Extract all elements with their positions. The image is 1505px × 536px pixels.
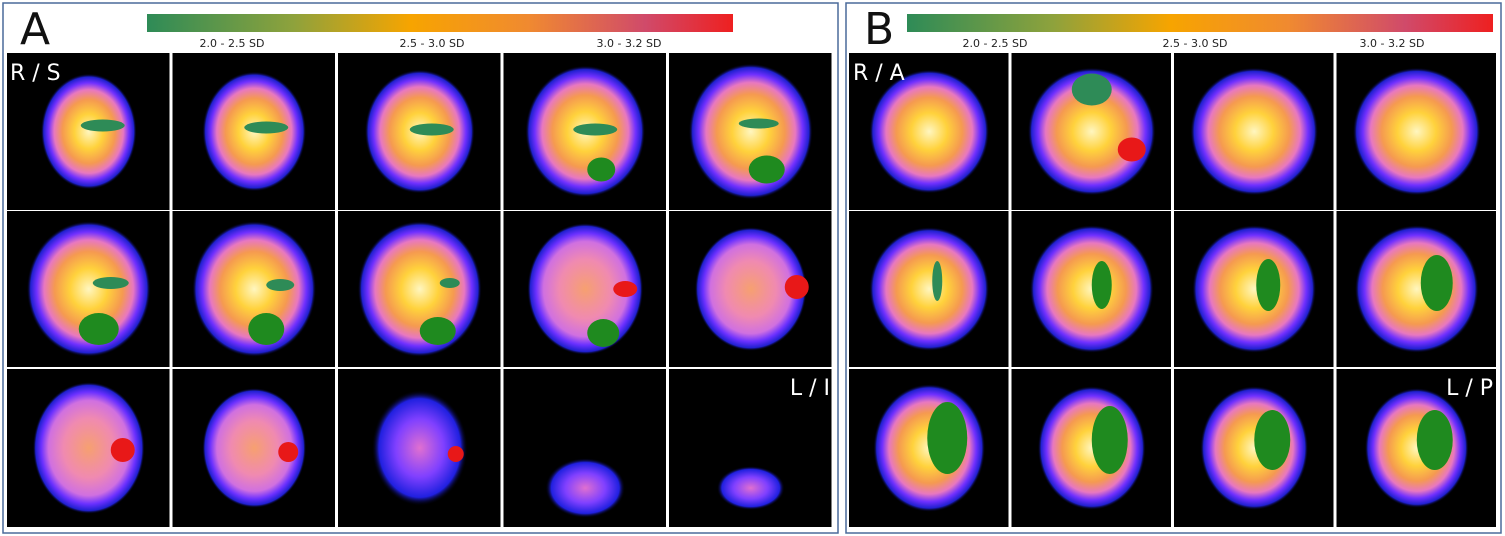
lesion: [613, 281, 638, 297]
brain-slice: [26, 221, 151, 357]
brain-slice: [1192, 225, 1317, 353]
colorbar: [907, 14, 1493, 32]
lesion: [1071, 73, 1112, 106]
lesion: [1254, 410, 1291, 470]
legend-label: 3.0 - 3.2 SD: [597, 37, 662, 50]
legend-label: 2.0 - 2.5 SD: [200, 37, 265, 50]
brain-slice: [357, 221, 482, 357]
lesion: [439, 278, 460, 288]
lesion: [92, 277, 129, 289]
brain-slice: [192, 221, 317, 357]
lesion: [409, 123, 454, 136]
lesion: [266, 279, 295, 291]
corner-label: R / S: [10, 61, 61, 86]
lesion: [587, 319, 620, 347]
lesion: [932, 261, 943, 301]
lesion: [748, 155, 785, 184]
brain-slice: [545, 458, 626, 518]
brain-slice: [1190, 67, 1319, 196]
orientation-labels: R / S L / I R / A L / P: [10, 61, 1493, 401]
brain-slice: [1200, 386, 1309, 510]
lesion: [1420, 255, 1453, 311]
brain-slice: [1354, 225, 1479, 353]
lesion: [248, 313, 285, 345]
brain-slice: [1352, 67, 1481, 196]
lesion: [78, 313, 119, 345]
corner-label: R / A: [853, 61, 905, 86]
lesion: [573, 123, 618, 136]
lesion: [80, 119, 125, 132]
panel-frame: [2, 2, 839, 534]
lesion: [927, 402, 968, 474]
lesion: [1416, 410, 1453, 470]
lesion: [1091, 406, 1128, 474]
legend-label: 2.0 - 2.5 SD: [963, 37, 1028, 50]
corner-label: L / P: [1446, 376, 1493, 401]
lesion: [738, 118, 779, 129]
lesion: [244, 121, 289, 134]
brain-slice: [371, 390, 468, 506]
lesion: [419, 317, 456, 345]
lesion: [1091, 261, 1112, 309]
lesion: [784, 275, 809, 299]
lesion: [110, 438, 135, 462]
brain-slice: [694, 227, 807, 351]
brain-slice: [716, 466, 785, 510]
lesion: [447, 446, 464, 462]
panel-label: A: [20, 4, 50, 55]
corner-label: L / I: [790, 376, 830, 401]
lesion: [278, 442, 299, 462]
lesion: [587, 157, 616, 182]
brain-slice: [869, 227, 990, 351]
brain-slice: [869, 69, 990, 194]
brain-slice: [688, 63, 813, 200]
legend-label: 2.5 - 3.0 SD: [1163, 37, 1228, 50]
colorbar: [147, 14, 733, 32]
brain-slice: [202, 388, 307, 508]
lesion: [1256, 259, 1281, 311]
panel-label: B: [864, 4, 894, 55]
brain-slice: [1027, 67, 1156, 196]
brain-slice: [1037, 386, 1146, 510]
brain-slice: [1364, 388, 1469, 508]
legend-label: 3.0 - 3.2 SD: [1360, 37, 1425, 50]
lesion: [1117, 137, 1146, 162]
brain-slice: [1029, 225, 1154, 353]
legend-label: 2.5 - 3.0 SD: [400, 37, 465, 50]
brain-slice: [40, 73, 137, 190]
brain-slice: [32, 382, 145, 514]
scan-grid: [7, 53, 1496, 527]
brain-slice: [527, 223, 644, 355]
panel-frame: [845, 2, 1502, 534]
